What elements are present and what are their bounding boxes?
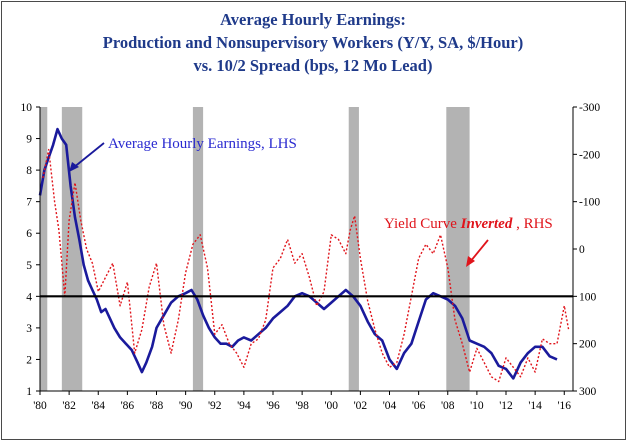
x-tick-label-12: '04 <box>383 400 397 412</box>
x-tick-label-2: '84 <box>91 400 105 412</box>
recession-band-3 <box>348 107 359 391</box>
left-tick-label-8: 9 <box>26 134 32 146</box>
title-line-3: vs. 10/2 Spread (bps, 12 Mo Lead) <box>194 56 433 75</box>
left-tick-label-6: 7 <box>26 197 32 209</box>
left-tick-label-9: 10 <box>21 102 33 114</box>
left-tick-label-5: 6 <box>26 228 32 240</box>
x-tick-label-18: '16 <box>557 400 571 412</box>
x-tick-label-10: '00 <box>324 400 338 412</box>
recession-band-2 <box>192 107 204 391</box>
right-tick-label-5: 200 <box>579 339 597 351</box>
x-tick-label-9: '98 <box>295 400 309 412</box>
yield-annotation-italic: Inverted <box>460 216 513 232</box>
yield-annotation-label: Yield Curve Inverted , RHS <box>384 216 553 232</box>
right-tick-label-4: 100 <box>579 291 597 303</box>
earnings-annotation-arrow-line <box>72 142 105 169</box>
earnings-annotation: Average Hourly Earnings, LHS <box>69 136 297 172</box>
x-tick-label-13: '06 <box>412 400 426 412</box>
chart-title: Average Hourly Earnings: Production and … <box>103 10 524 75</box>
earnings-annotation-label: Average Hourly Earnings, LHS <box>108 136 297 152</box>
right-tick-label-3: 0 <box>579 244 585 256</box>
right-axis-ticks: -300 -200 -100 0 100 200 300 <box>573 102 600 398</box>
right-tick-label-1: -200 <box>579 149 600 161</box>
x-tick-label-1: '82 <box>62 400 76 412</box>
x-tick-label-14: '08 <box>441 400 455 412</box>
x-tick-label-17: '14 <box>528 400 542 412</box>
yield-annotation: Yield Curve Inverted , RHS <box>384 216 553 267</box>
right-tick-label-0: -300 <box>579 102 600 114</box>
x-tick-label-15: '10 <box>470 400 484 412</box>
right-tick-label-2: -100 <box>579 197 600 209</box>
left-tick-label-1: 2 <box>26 354 32 366</box>
title-line-2: Production and Nonsupervisory Workers (Y… <box>103 33 524 52</box>
yield-annotation-arrowhead <box>466 256 475 267</box>
x-axis-ticks: '80 '82 '84 '86 '88 '90 '92 '94 '96 '98 '00 '02 '04 '… <box>33 391 571 412</box>
x-tick-label-7: '94 <box>237 400 251 412</box>
recession-band-1 <box>61 107 83 391</box>
left-tick-label-3: 4 <box>26 291 32 303</box>
earnings-annotation-arrowhead <box>69 162 79 172</box>
x-tick-label-4: '88 <box>150 400 164 412</box>
right-tick-label-6: 300 <box>579 386 597 398</box>
left-axis-ticks: 1 2 3 4 5 6 7 8 9 10 <box>21 102 40 398</box>
title-line-1: Average Hourly Earnings: <box>220 10 406 29</box>
x-tick-label-6: '92 <box>208 400 222 412</box>
yield-annotation-prefix: Yield Curve <box>384 216 461 232</box>
left-tick-label-7: 8 <box>26 165 32 177</box>
yield-annotation-suffix: , RHS <box>512 216 552 232</box>
x-tick-label-8: '96 <box>266 400 280 412</box>
x-tick-label-3: '86 <box>121 400 135 412</box>
left-tick-label-0: 1 <box>26 386 32 398</box>
x-tick-label-11: '02 <box>354 400 368 412</box>
left-tick-label-4: 5 <box>26 260 32 272</box>
series-lines <box>38 127 570 383</box>
recession-band-0 <box>40 107 48 391</box>
recession-band-4 <box>446 107 470 391</box>
series-yield-line <box>42 148 570 383</box>
x-tick-label-16: '12 <box>499 400 513 412</box>
x-tick-label-0: '80 <box>33 400 47 412</box>
x-tick-label-5: '90 <box>179 400 193 412</box>
yield-annotation-arrow-line <box>469 239 489 263</box>
left-tick-label-2: 3 <box>26 323 32 335</box>
series-earnings-line <box>38 127 558 380</box>
